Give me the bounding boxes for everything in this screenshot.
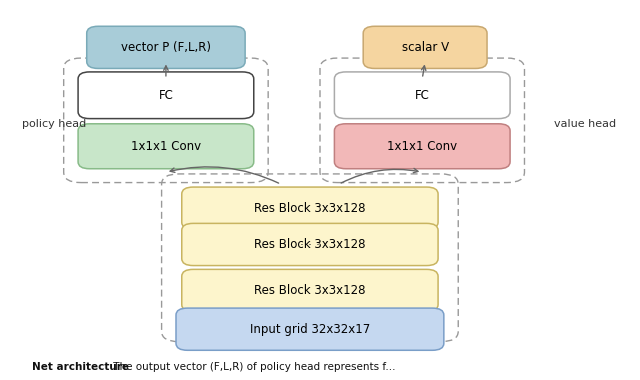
Text: Res Block 3x3x128: Res Block 3x3x128 xyxy=(254,238,365,251)
Text: 1x1x1 Conv: 1x1x1 Conv xyxy=(131,140,201,153)
FancyBboxPatch shape xyxy=(364,26,487,68)
Text: FC: FC xyxy=(415,89,429,102)
FancyBboxPatch shape xyxy=(182,223,438,266)
FancyBboxPatch shape xyxy=(182,187,438,229)
FancyBboxPatch shape xyxy=(335,124,510,169)
Text: vector P (F,L,R): vector P (F,L,R) xyxy=(121,41,211,54)
FancyBboxPatch shape xyxy=(176,308,444,350)
FancyBboxPatch shape xyxy=(78,124,253,169)
Text: scalar V: scalar V xyxy=(401,41,449,54)
Text: policy head: policy head xyxy=(22,119,86,129)
FancyBboxPatch shape xyxy=(182,269,438,312)
Text: The output vector (F,L,R) of policy head represents f...: The output vector (F,L,R) of policy head… xyxy=(110,363,396,372)
Text: . . .: . . . xyxy=(300,234,320,247)
FancyBboxPatch shape xyxy=(78,72,253,119)
Text: Res Block 3x3x128: Res Block 3x3x128 xyxy=(254,202,365,215)
Text: 1x1x1 Conv: 1x1x1 Conv xyxy=(387,140,458,153)
FancyBboxPatch shape xyxy=(335,72,510,119)
Text: Net architecture: Net architecture xyxy=(32,363,129,372)
Text: value head: value head xyxy=(554,119,616,129)
FancyBboxPatch shape xyxy=(87,26,245,68)
Text: FC: FC xyxy=(159,89,173,102)
Text: Res Block 3x3x128: Res Block 3x3x128 xyxy=(254,284,365,297)
Text: Input grid 32x32x17: Input grid 32x32x17 xyxy=(250,323,370,336)
